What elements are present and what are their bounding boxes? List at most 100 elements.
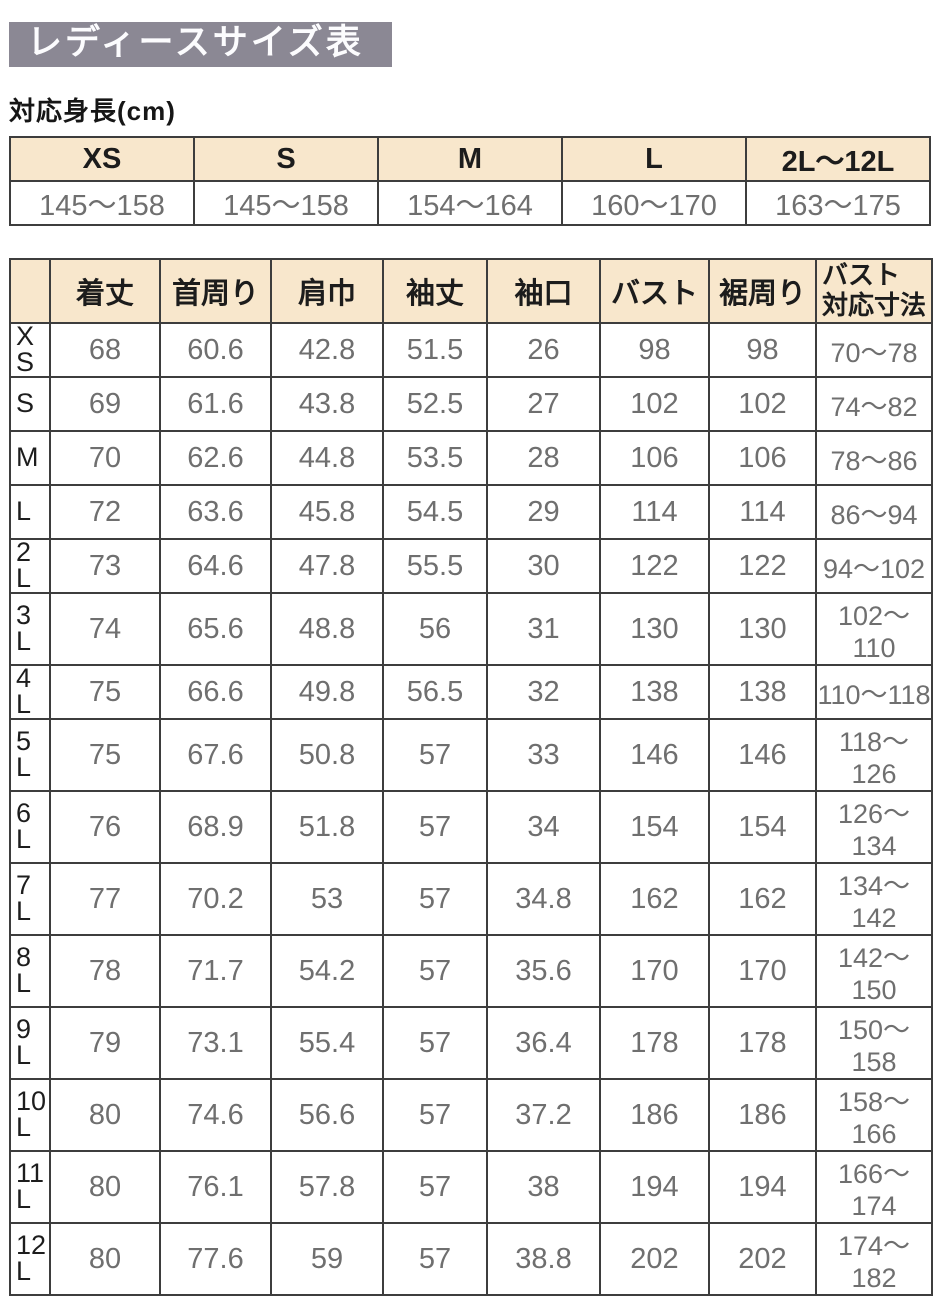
size-value-cell: 170 [599, 934, 710, 1008]
size-value-cell: 79 [49, 1006, 161, 1080]
size-value-cell: 56.6 [270, 1078, 384, 1152]
size-label-line: L [16, 1256, 32, 1286]
size-row: 10 L 80 74.6 56.6 57 37.2 186 186 158～166 [9, 1078, 933, 1152]
size-label-line: 4 [16, 663, 32, 694]
size-label-line: 7 [16, 870, 32, 901]
size-label-line: L [16, 1112, 32, 1142]
size-value-cell: 55.4 [270, 1006, 384, 1080]
size-row: 8 L 78 71.7 54.2 57 35.6 170 170 142～150 [9, 934, 933, 1008]
size-label-line: 10 [16, 1086, 47, 1117]
size-value-cell: 80 [49, 1222, 161, 1296]
size-value-cell: 77.6 [159, 1222, 272, 1296]
size-value-cell: 48.8 [270, 592, 384, 666]
size-value-cell: 74～82 [815, 376, 933, 432]
size-value-cell: 178 [599, 1006, 710, 1080]
size-value-cell: 142～150 [815, 934, 933, 1008]
size-row: 3 L 74 65.6 48.8 56 31 130 130 102～110 [9, 592, 933, 666]
size-value-cell: 134～142 [815, 862, 933, 936]
size-value-cell: 102～110 [815, 592, 933, 666]
size-row: S 69 61.6 43.8 52.5 27 102 102 74～82 [9, 376, 933, 432]
size-value-cell: 74.6 [159, 1078, 272, 1152]
col-header-bust-range: バスト 対応寸法 [815, 258, 933, 324]
size-row: X S 68 60.6 42.8 51.5 26 98 98 70～78 [9, 322, 933, 378]
size-value-cell: 154 [708, 790, 817, 864]
size-value-cell: 202 [599, 1222, 710, 1296]
size-label-line: L [16, 896, 32, 926]
size-label-line: 9 [16, 1014, 32, 1045]
size-value-cell: 130 [708, 592, 817, 666]
size-label-line: L [16, 563, 32, 593]
size-row: M 70 62.6 44.8 53.5 28 106 106 78～86 [9, 430, 933, 486]
size-value-cell: 65.6 [159, 592, 272, 666]
size-value-cell: 54.2 [270, 934, 384, 1008]
size-label-line: 12 [16, 1230, 47, 1261]
size-value-cell: 61.6 [159, 376, 272, 432]
height-col-header: 2L～12L [745, 136, 931, 182]
size-value-cell: 27 [486, 376, 601, 432]
size-label-line: S [16, 347, 35, 377]
size-value-cell: 57 [382, 718, 488, 792]
height-range-cell: 154～164 [377, 180, 563, 226]
size-value-cell: 31 [486, 592, 601, 666]
size-value-cell: 57 [382, 934, 488, 1008]
size-label: 11 L [9, 1150, 51, 1224]
size-value-cell: 106 [708, 430, 817, 486]
size-value-cell: 118～126 [815, 718, 933, 792]
size-row: L 72 63.6 45.8 54.5 29 114 114 86～94 [9, 484, 933, 540]
col-header: 裾周り [708, 258, 817, 324]
size-label: M [9, 430, 51, 486]
size-measurements-table: 着丈 首周り 肩巾 袖丈 袖口 バスト 裾周り バスト 対応寸法 X S 68 60.6 42.8 51.… [9, 258, 933, 1296]
size-value-cell: 47.8 [270, 538, 384, 594]
size-value-cell: 51.8 [270, 790, 384, 864]
col-header-line: 対応寸法 [822, 290, 927, 320]
size-value-cell: 126～134 [815, 790, 933, 864]
size-value-cell: 106 [599, 430, 710, 486]
size-value-cell: 57.8 [270, 1150, 384, 1224]
size-value-cell: 114 [708, 484, 817, 540]
size-value-cell: 68 [49, 322, 161, 378]
size-value-cell: 70～78 [815, 322, 933, 378]
height-range-cell: 145～158 [9, 180, 195, 226]
size-value-cell: 38.8 [486, 1222, 601, 1296]
size-value-cell: 154 [599, 790, 710, 864]
height-table-value-row: 145～158 145～158 154～164 160～170 163～175 [9, 180, 931, 226]
size-value-cell: 80 [49, 1078, 161, 1152]
size-value-cell: 28 [486, 430, 601, 486]
size-value-cell: 57 [382, 790, 488, 864]
size-value-cell: 53.5 [382, 430, 488, 486]
size-value-cell: 110～118 [815, 664, 933, 720]
col-header: バスト [599, 258, 710, 324]
page-title: レディースサイズ表 [9, 22, 392, 67]
size-value-cell: 73 [49, 538, 161, 594]
size-value-cell: 29 [486, 484, 601, 540]
size-value-cell: 162 [708, 862, 817, 936]
size-value-cell: 34.8 [486, 862, 601, 936]
size-value-cell: 122 [708, 538, 817, 594]
size-value-cell: 56.5 [382, 664, 488, 720]
size-value-cell: 78 [49, 934, 161, 1008]
size-value-cell: 70 [49, 430, 161, 486]
col-header-line: バスト [822, 260, 901, 291]
size-row: 5 L 75 67.6 50.8 57 33 146 146 118～126 [9, 718, 933, 792]
size-value-cell: 98 [708, 322, 817, 378]
size-row: 2 L 73 64.6 47.8 55.5 30 122 122 94～102 [9, 538, 933, 594]
size-label-line: L [16, 626, 32, 656]
col-header: 着丈 [49, 258, 161, 324]
size-value-cell: 72 [49, 484, 161, 540]
size-label-line: 8 [16, 942, 32, 973]
size-value-cell: 76.1 [159, 1150, 272, 1224]
size-value-cell: 68.9 [159, 790, 272, 864]
size-value-cell: 178 [708, 1006, 817, 1080]
height-range-cell: 163～175 [745, 180, 931, 226]
size-value-cell: 64.6 [159, 538, 272, 594]
size-value-cell: 174～182 [815, 1222, 933, 1296]
size-row: 9 L 79 73.1 55.4 57 36.4 178 178 150～158 [9, 1006, 933, 1080]
size-value-cell: 102 [708, 376, 817, 432]
size-value-cell: 26 [486, 322, 601, 378]
size-value-cell: 43.8 [270, 376, 384, 432]
size-label-line: 5 [16, 726, 32, 757]
